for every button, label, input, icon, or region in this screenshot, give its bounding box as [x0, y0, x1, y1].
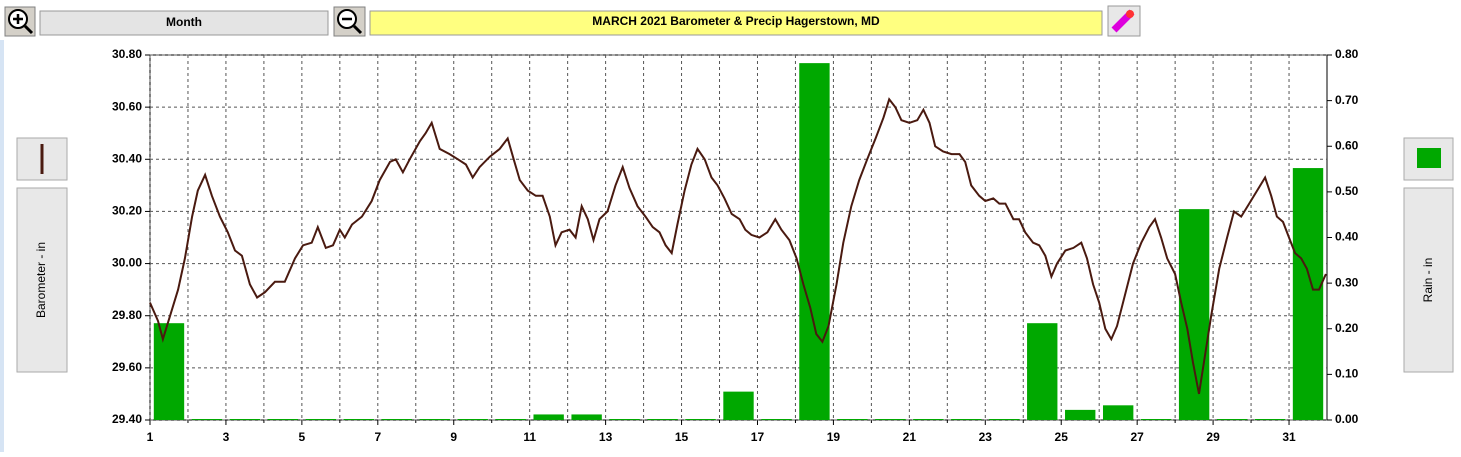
bar	[799, 63, 830, 420]
bar	[609, 419, 640, 420]
y2-tick-label: 0.70	[1335, 93, 1359, 107]
bar	[989, 419, 1020, 420]
y-tick-label: 30.40	[112, 151, 142, 165]
x-tick-label: 21	[903, 430, 917, 444]
plot-area	[149, 54, 1328, 421]
y2-tick-label: 0.40	[1335, 230, 1359, 244]
y-tick-label: 29.60	[112, 360, 142, 374]
bar	[685, 419, 716, 420]
y-tick-label: 29.80	[112, 308, 142, 322]
x-tick-label: 13	[599, 430, 613, 444]
bar	[1065, 409, 1096, 420]
bar	[457, 419, 488, 420]
bar	[419, 419, 450, 420]
bar	[267, 419, 299, 420]
barometer-line	[149, 97, 1327, 395]
x-tick-label: 9	[450, 430, 457, 444]
y-tick-label: 29.40	[112, 412, 142, 426]
bar	[1027, 323, 1058, 420]
bar	[571, 414, 602, 420]
bar	[1254, 419, 1286, 420]
x-tick-label: 1	[147, 430, 154, 444]
period-label: Month	[166, 15, 202, 29]
x-tick-label: 19	[827, 430, 841, 444]
bar	[1292, 168, 1324, 420]
y-tick-label: 30.20	[112, 204, 142, 218]
legend-swatch	[1417, 148, 1441, 168]
bar	[1216, 419, 1248, 420]
bar	[381, 419, 412, 420]
y2-tick-label: 0.10	[1335, 367, 1359, 381]
x-tick-label: 17	[751, 430, 765, 444]
y-tick-label: 30.00	[112, 256, 142, 270]
zoom-in[interactable]	[4, 6, 36, 37]
y2-axis-button[interactable]	[1403, 187, 1454, 373]
x-tick-label: 5	[299, 430, 306, 444]
bar	[533, 414, 564, 420]
period-button[interactable]	[39, 10, 329, 36]
x-tick-label: 23	[979, 430, 993, 444]
y2-tick-label: 0.00	[1335, 412, 1359, 426]
x-tick-label: 25	[1055, 430, 1069, 444]
y-tick-label: 30.60	[112, 99, 142, 113]
bar	[913, 419, 944, 420]
bar	[495, 419, 526, 420]
x-tick-label: 29	[1206, 430, 1220, 444]
bar	[837, 419, 868, 420]
zoom-out[interactable]	[333, 6, 366, 37]
bar	[153, 323, 185, 420]
bar	[723, 391, 754, 420]
y2-tick-label: 0.30	[1335, 275, 1359, 289]
bar	[761, 419, 792, 420]
bar	[229, 419, 261, 420]
x-tick-label: 27	[1130, 430, 1144, 444]
bar	[951, 419, 982, 420]
window-edge	[0, 40, 4, 452]
chart-title: MARCH 2021 Barometer & Precip Hagerstown…	[592, 14, 880, 28]
x-tick-label: 7	[374, 430, 381, 444]
x-tick-label: 31	[1282, 430, 1296, 444]
x-tick-label: 3	[223, 430, 230, 444]
title-bar	[369, 10, 1103, 36]
y-axis-button[interactable]	[16, 187, 68, 373]
clear-icon[interactable]	[1107, 5, 1141, 37]
bar	[1102, 405, 1134, 420]
y2-tick-label: 0.50	[1335, 184, 1359, 198]
y2-tick-label: 0.20	[1335, 321, 1359, 335]
x-tick-label: 15	[675, 430, 689, 444]
y-tick-label: 30.80	[112, 47, 142, 61]
y2-tick-label: 0.80	[1335, 47, 1359, 61]
axis-title: Barometer - in	[34, 242, 48, 318]
bar	[647, 419, 678, 420]
x-tick-label: 11	[523, 430, 536, 444]
bar	[875, 419, 906, 420]
bar	[305, 419, 337, 420]
axis-title: Rain - in	[1421, 258, 1435, 303]
bar	[191, 419, 223, 420]
y2-tick-label: 0.60	[1335, 138, 1359, 152]
bar	[343, 419, 375, 420]
bar	[1140, 419, 1172, 420]
